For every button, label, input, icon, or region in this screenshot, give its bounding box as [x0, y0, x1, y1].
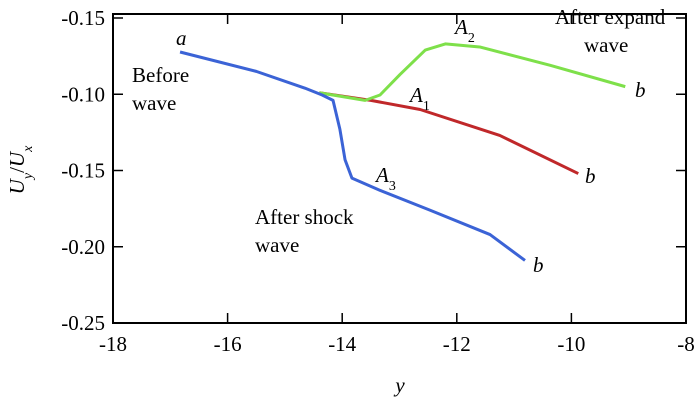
line-series [319, 91, 579, 175]
annotation: After expand [555, 5, 666, 29]
annotation: A1 [408, 83, 430, 114]
annotation-text: wave [132, 91, 176, 115]
plot-frame [112, 13, 687, 324]
annotation: wave [255, 233, 299, 257]
annotation-text: wave [584, 33, 628, 57]
x-tick-label: -16 [214, 332, 242, 356]
annotation: b [533, 253, 544, 277]
annotation: a [176, 26, 187, 50]
annotation-text: wave [255, 233, 299, 257]
annotation-subscript: 2 [468, 31, 475, 46]
y-tick-label: -0.15 [61, 159, 105, 183]
x-tick-label: -8 [677, 332, 695, 356]
annotation: After shock [255, 205, 354, 229]
annotation: Before [132, 63, 189, 87]
line-series [319, 42, 626, 102]
x-axis-label: y [393, 373, 405, 397]
y-tick-label: -0.10 [61, 82, 105, 106]
annotation: wave [132, 91, 176, 115]
y-axis-label: Uy/Ux [5, 145, 36, 194]
line-series [179, 50, 526, 262]
annotation-text: b [533, 253, 544, 277]
annotation-text: A [453, 15, 468, 39]
annotation-subscript: 3 [389, 179, 396, 194]
y-tick-label: -0.25 [61, 311, 105, 335]
annotation-text: After expand [555, 5, 666, 29]
y-tick-label: -0.20 [61, 235, 105, 259]
annotation-text: b [635, 78, 646, 102]
annotation-text: A [408, 83, 423, 107]
annotation-text: After shock [255, 205, 354, 229]
annotation: A2 [453, 15, 475, 46]
annotation-subscript: 1 [423, 99, 430, 114]
annotation-text: Before [132, 63, 189, 87]
x-tick-label: -10 [557, 332, 585, 356]
annotation: wave [584, 33, 628, 57]
annotation-text: A [374, 163, 389, 187]
x-tick-label: -12 [443, 332, 471, 356]
annotation: b [635, 78, 646, 102]
annotation: b [585, 164, 596, 188]
annotation-text: b [585, 164, 596, 188]
x-tick-label: -14 [328, 332, 356, 356]
annotation-text: a [176, 26, 187, 50]
annotation: A3 [374, 163, 396, 194]
x-tick-label: -18 [99, 332, 127, 356]
y-tick-label: -0.15 [61, 6, 105, 30]
